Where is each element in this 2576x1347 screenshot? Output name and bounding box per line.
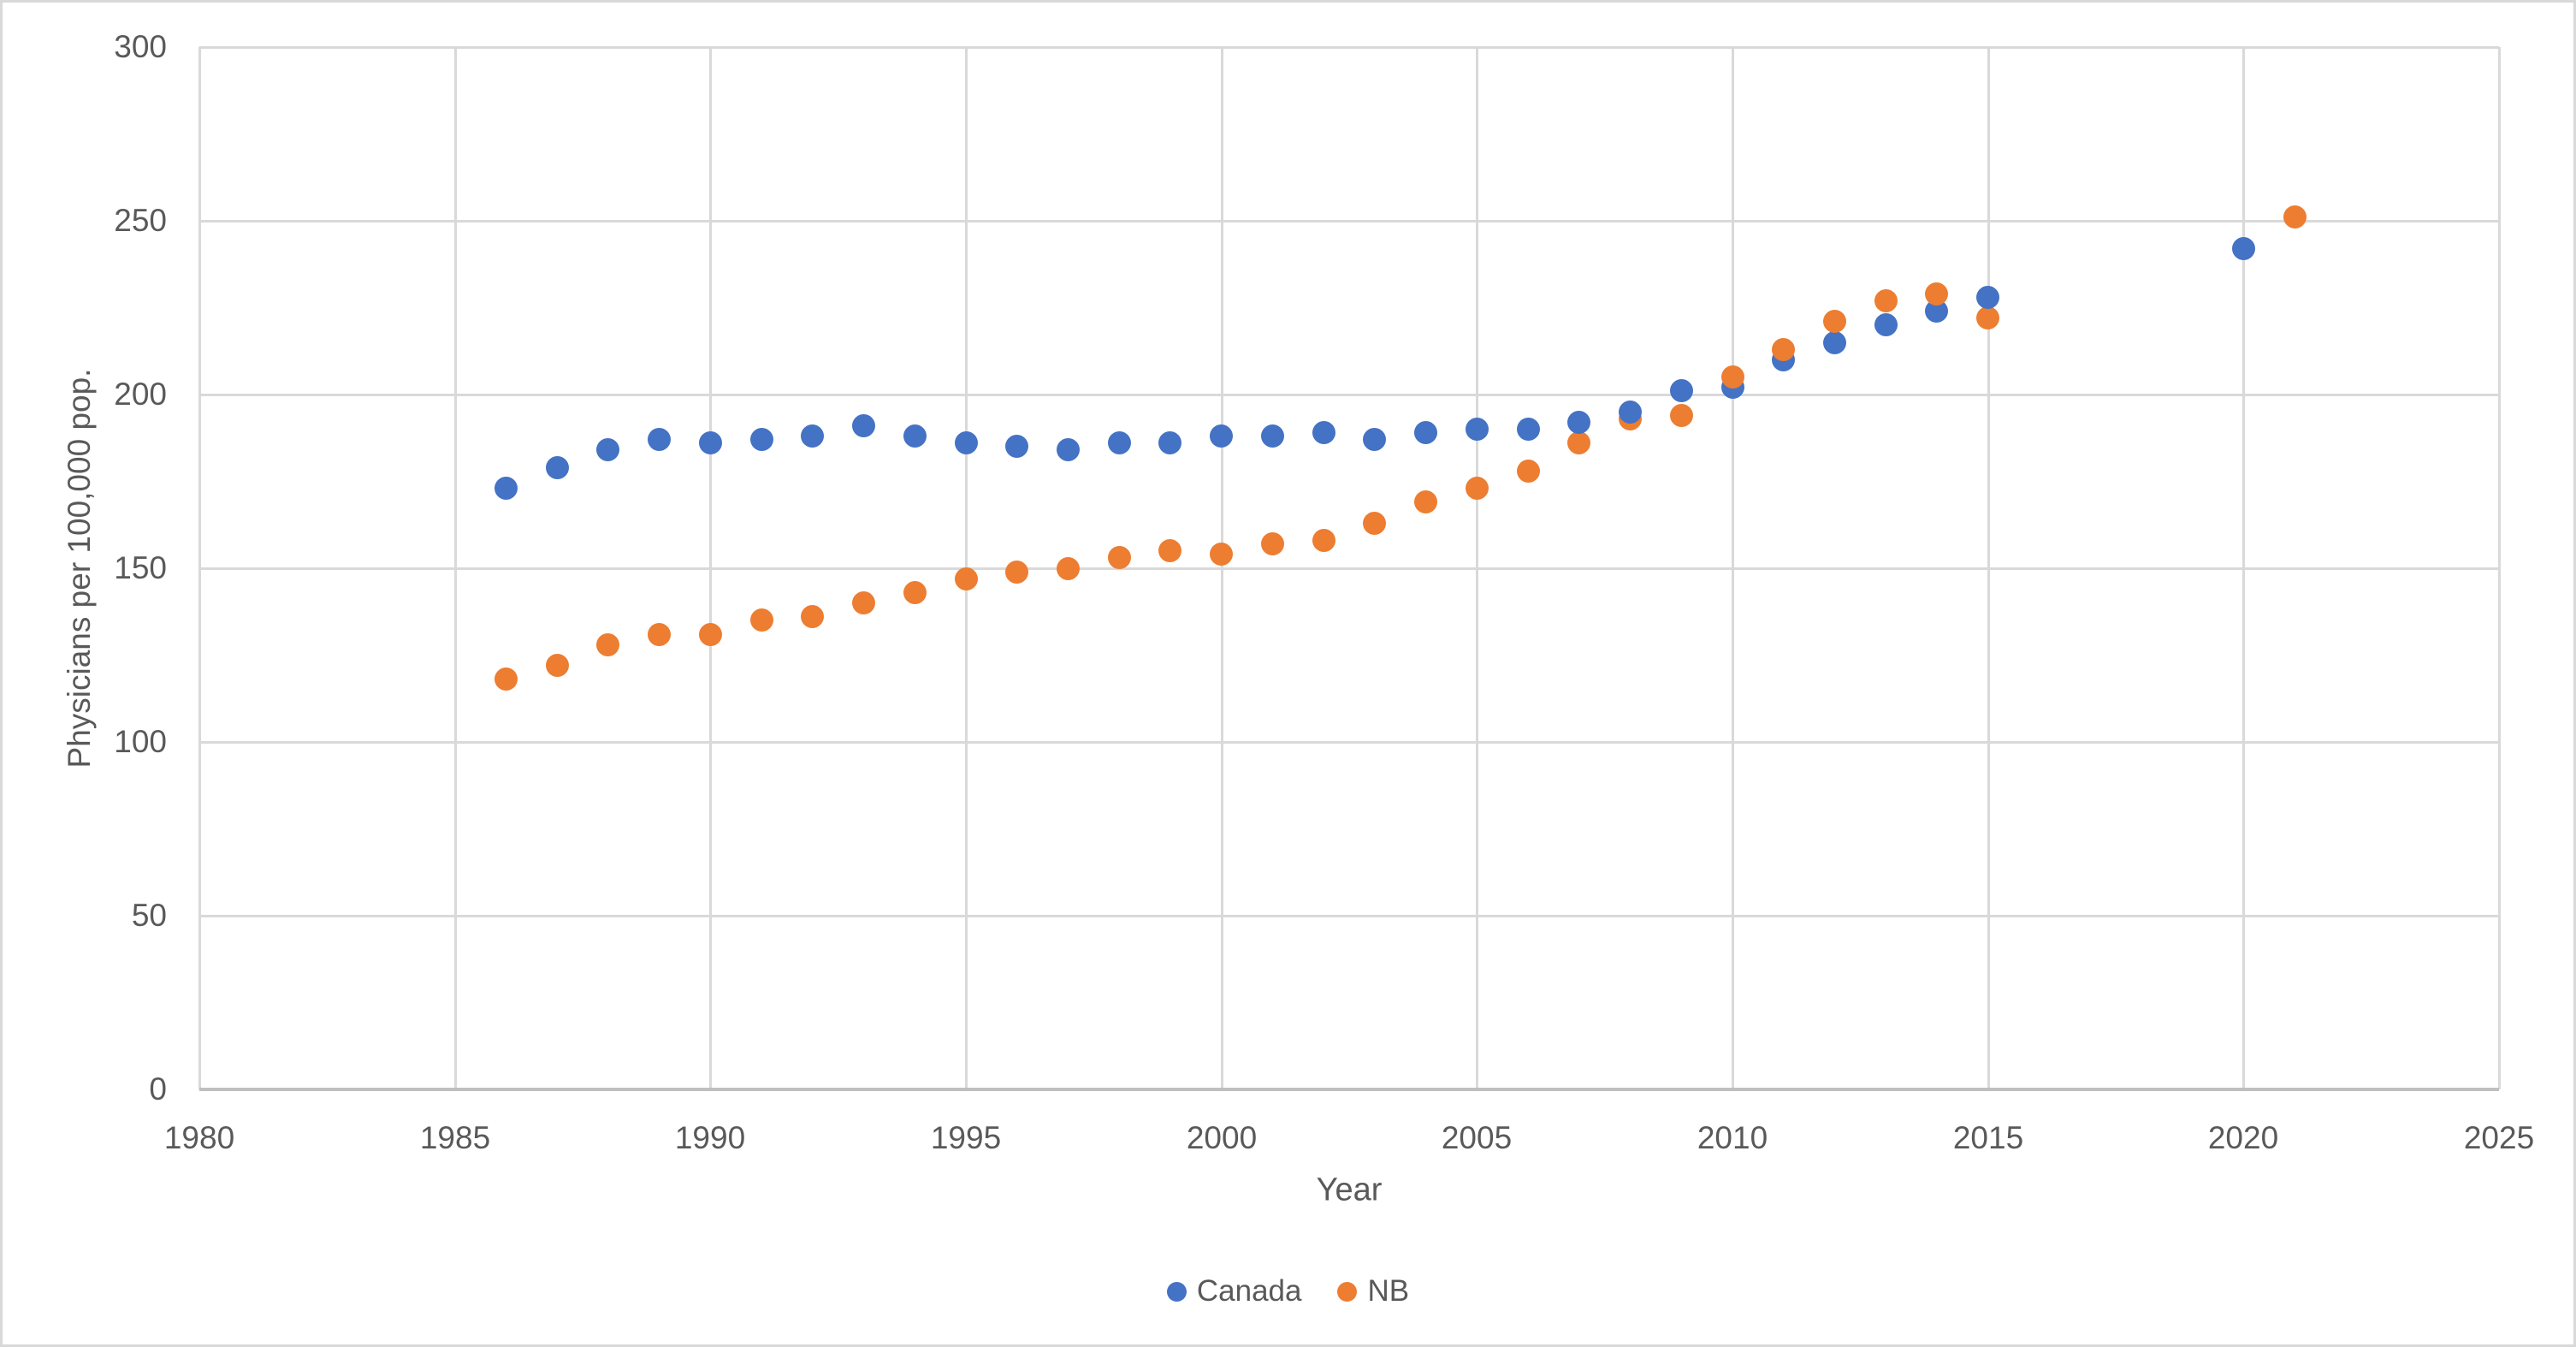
data-point-nb-2010 (1721, 365, 1744, 389)
data-point-nb-2004 (1414, 490, 1437, 513)
data-point-canada-2004 (1414, 421, 1437, 444)
x-tick-label-2015: 2015 (1952, 1120, 2024, 1155)
data-point-canada-1988 (596, 438, 619, 461)
data-point-canada-2001 (1261, 424, 1284, 448)
data-point-canada-1987 (546, 456, 569, 479)
x-tick-label-2020: 2020 (2207, 1120, 2279, 1155)
data-point-nb-1990 (699, 623, 722, 646)
data-point-canada-1995 (955, 431, 978, 454)
data-point-canada-2012 (1823, 331, 1846, 354)
data-point-canada-2013 (1874, 313, 1898, 336)
data-point-canada-2002 (1312, 421, 1335, 444)
y-tick-label-100: 100 (114, 724, 167, 759)
data-point-nb-2006 (1517, 460, 1540, 483)
data-point-nb-2000 (1210, 543, 1233, 566)
data-point-canada-1999 (1158, 431, 1181, 454)
data-point-nb-1998 (1108, 546, 1131, 569)
y-tick-label-300: 300 (114, 29, 167, 64)
y-tick-label-50: 50 (131, 898, 167, 933)
nb-series-marker-icon (1337, 1281, 1358, 1302)
data-point-canada-2008 (1619, 401, 1642, 424)
x-tick-label-1990: 1990 (674, 1120, 746, 1155)
legend: Canada NB (3, 1271, 2573, 1312)
data-point-nb-2015 (1976, 306, 1999, 329)
x-tick-label-1995: 1995 (930, 1120, 1002, 1155)
x-tick-label-2010: 2010 (1697, 1120, 1768, 1155)
gridline-x-2025 (2498, 47, 2501, 1089)
data-point-canada-1990 (699, 431, 722, 454)
data-point-nb-2021 (2283, 205, 2307, 228)
data-point-canada-1992 (801, 424, 824, 448)
data-point-canada-2009 (1670, 379, 1693, 402)
data-point-canada-1998 (1108, 431, 1131, 454)
data-point-canada-2006 (1517, 418, 1540, 441)
data-point-nb-1993 (852, 591, 875, 614)
data-point-canada-1994 (903, 424, 927, 448)
data-point-nb-2013 (1874, 289, 1898, 312)
data-point-nb-2001 (1261, 532, 1284, 555)
legend-item-canada: Canada (1166, 1274, 1302, 1308)
data-point-canada-1996 (1005, 435, 1028, 458)
x-axis-title: Year (1316, 1172, 1383, 1208)
data-point-nb-1994 (903, 581, 927, 604)
x-tick-label-2005: 2005 (1441, 1120, 1513, 1155)
data-point-canada-2003 (1363, 428, 1386, 451)
gridline-y-200 (199, 394, 2499, 396)
data-point-nb-2012 (1823, 310, 1846, 333)
data-point-canada-2000 (1210, 424, 1233, 448)
y-tick-label-0: 0 (149, 1071, 167, 1107)
gridline-y-50 (199, 915, 2499, 917)
gridline-y-100 (199, 741, 2499, 744)
gridline-y-150 (199, 567, 2499, 570)
data-point-nb-1992 (801, 605, 824, 628)
x-tick-label-2000: 2000 (1186, 1120, 1258, 1155)
x-tick-label-1985: 1985 (419, 1120, 491, 1155)
data-point-nb-1987 (546, 654, 569, 677)
y-tick-label-250: 250 (114, 203, 167, 238)
legend-label-nb: NB (1367, 1274, 1410, 1308)
y-tick-label-200: 200 (114, 377, 167, 412)
y-tick-label-150: 150 (114, 550, 167, 585)
data-point-nb-1991 (750, 608, 773, 632)
legend-item-nb: NB (1337, 1274, 1409, 1308)
data-point-canada-1991 (750, 428, 773, 451)
data-point-canada-1997 (1057, 438, 1080, 461)
data-point-canada-2005 (1466, 418, 1489, 441)
data-point-nb-2011 (1772, 338, 1795, 361)
plot-area (198, 46, 2501, 1091)
x-axis-line (199, 1088, 2499, 1091)
data-point-canada-2015 (1976, 286, 1999, 309)
data-point-canada-1989 (648, 428, 671, 451)
canada-series-marker-icon (1166, 1281, 1187, 1302)
data-point-canada-2020 (2232, 237, 2255, 260)
data-point-nb-1995 (955, 567, 978, 590)
data-point-nb-1996 (1005, 561, 1028, 584)
data-point-nb-2005 (1466, 477, 1489, 500)
data-point-nb-2002 (1312, 529, 1335, 552)
x-tick-label-1980: 1980 (163, 1120, 235, 1155)
data-point-nb-1986 (494, 668, 518, 691)
legend-label-canada: Canada (1196, 1274, 1302, 1308)
data-point-canada-1986 (494, 477, 518, 500)
data-point-nb-2003 (1363, 512, 1386, 535)
data-point-nb-1988 (596, 633, 619, 656)
data-point-nb-1999 (1158, 539, 1181, 562)
data-point-nb-1997 (1057, 557, 1080, 580)
gridline-y-300 (199, 46, 2499, 49)
data-point-nb-2007 (1567, 431, 1590, 454)
data-point-nb-2014 (1925, 282, 1948, 306)
x-tick-label-2025: 2025 (2463, 1120, 2535, 1155)
data-point-nb-2009 (1670, 404, 1693, 427)
gridline-y-250 (199, 220, 2499, 223)
data-point-canada-2007 (1567, 411, 1590, 434)
data-point-canada-1993 (852, 414, 875, 437)
data-point-nb-1989 (648, 623, 671, 646)
